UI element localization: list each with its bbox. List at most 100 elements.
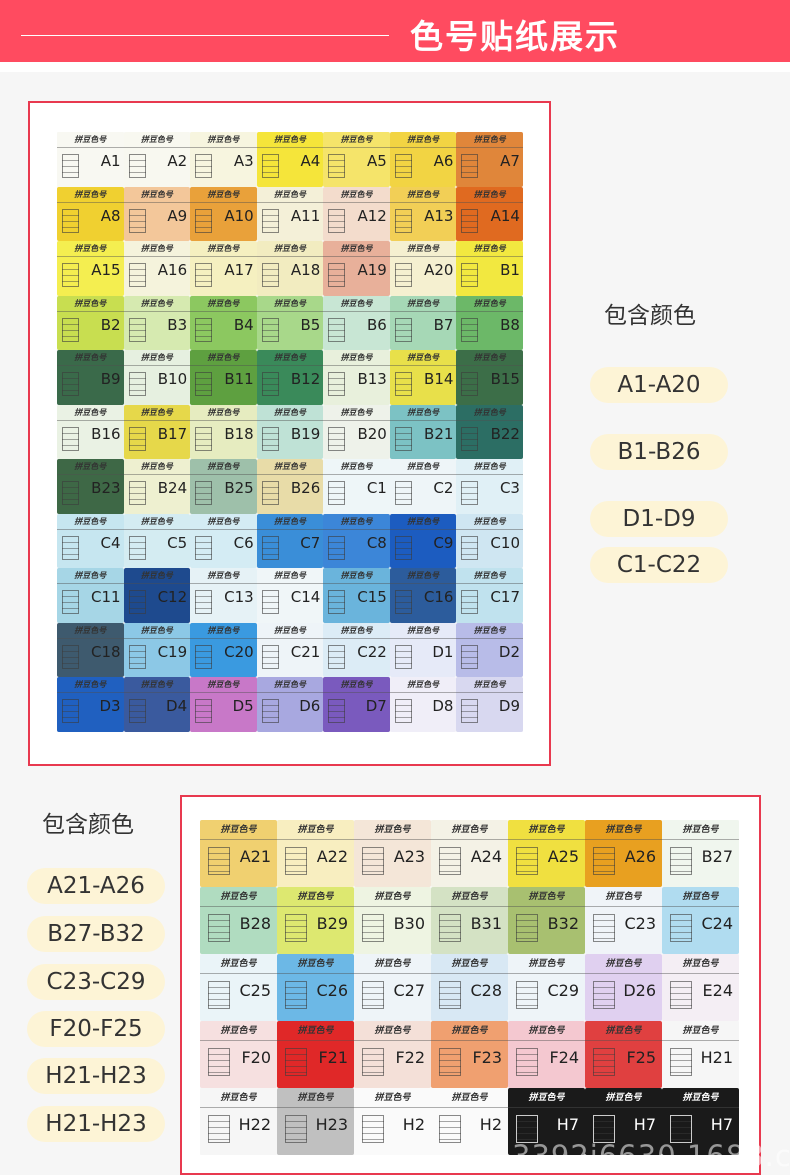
color-sticker-b18: 拼豆色号 B18 bbox=[190, 404, 257, 460]
right-range-pill: A1-A20 bbox=[590, 367, 728, 403]
sticker-divider bbox=[57, 256, 124, 258]
sticker-header: 拼豆色号 bbox=[451, 892, 488, 902]
sticker-header: 拼豆色号 bbox=[473, 516, 506, 526]
sticker-header: 拼豆色号 bbox=[207, 462, 240, 472]
sticker-header: 拼豆色号 bbox=[528, 892, 565, 902]
color-sticker-d2: 拼豆色号 D2 bbox=[456, 622, 523, 678]
color-sticker-a25: 拼豆色号 A25 bbox=[508, 820, 585, 887]
color-code: A3 bbox=[233, 152, 254, 170]
color-code: C29 bbox=[547, 981, 579, 1000]
sticker-divider bbox=[456, 637, 523, 639]
sticker-header: 拼豆色号 bbox=[297, 1026, 334, 1036]
color-code: F24 bbox=[549, 1048, 579, 1067]
sticker-header: 拼豆色号 bbox=[273, 244, 306, 254]
sticker-header: 拼豆色号 bbox=[451, 959, 488, 969]
sticker-header: 拼豆色号 bbox=[74, 353, 107, 363]
sticker-divider bbox=[190, 474, 257, 476]
color-sticker-c14: 拼豆色号 C14 bbox=[256, 568, 324, 623]
color-code: H22 bbox=[238, 1115, 271, 1134]
color-sticker-b6: 拼豆色号 B6 bbox=[323, 295, 390, 351]
color-code: B27 bbox=[701, 847, 733, 866]
sticker-header: 拼豆色号 bbox=[220, 825, 257, 835]
color-code: B16 bbox=[91, 424, 121, 443]
sticker-header: 拼豆色号 bbox=[473, 680, 506, 690]
color-sticker-c5: 拼豆色号 C5 bbox=[123, 513, 191, 569]
sticker-info-table-icon bbox=[62, 154, 79, 178]
color-sticker-c6: 拼豆色号 C6 bbox=[190, 513, 257, 569]
color-sticker-a23: 拼豆色号 A23 bbox=[354, 820, 431, 887]
color-sticker-c10: 拼豆色号 C10 bbox=[456, 513, 523, 569]
sticker-divider bbox=[431, 1040, 508, 1041]
color-sticker-d8: 拼豆色号 D8 bbox=[389, 677, 457, 732]
sticker-header: 拼豆色号 bbox=[605, 1026, 642, 1036]
color-sticker-b30: 拼豆色号 B30 bbox=[354, 887, 431, 954]
sticker-divider bbox=[57, 365, 124, 367]
sticker-divider bbox=[323, 692, 390, 694]
color-code: C26 bbox=[316, 981, 348, 1000]
color-sticker-f25: 拼豆色号 F25 bbox=[585, 1021, 662, 1088]
sticker-divider bbox=[585, 839, 662, 840]
sticker-divider bbox=[277, 973, 354, 974]
color-code: B5 bbox=[300, 315, 321, 334]
sticker-divider bbox=[123, 201, 191, 203]
sticker-divider bbox=[323, 474, 390, 476]
color-sticker-b23: 拼豆色号 B23 bbox=[57, 459, 124, 514]
color-code: A12 bbox=[357, 206, 387, 225]
sticker-divider bbox=[456, 365, 523, 367]
color-code: C28 bbox=[470, 981, 502, 1000]
left-range-pill: B27-B32 bbox=[27, 916, 165, 952]
sticker-info-table-icon bbox=[261, 481, 279, 506]
color-code: D26 bbox=[623, 981, 656, 1000]
sticker-header: 拼豆色号 bbox=[473, 135, 506, 144]
sticker-header: 拼豆色号 bbox=[473, 407, 506, 417]
sticker-info-table-icon bbox=[362, 981, 384, 1009]
color-sticker-a6: 拼豆色号 A6 bbox=[389, 132, 457, 187]
color-code: C16 bbox=[423, 588, 454, 607]
sticker-divider bbox=[57, 310, 124, 312]
sticker-header: 拼豆色号 bbox=[407, 407, 440, 417]
sticker-divider bbox=[508, 973, 585, 974]
sticker-divider bbox=[277, 839, 354, 840]
sticker-header: 拼豆色号 bbox=[140, 680, 173, 690]
color-sticker-d4: 拼豆色号 D4 bbox=[123, 677, 191, 732]
sticker-info-table-icon bbox=[328, 535, 346, 560]
color-code: C11 bbox=[91, 588, 121, 607]
banner-divider bbox=[21, 35, 389, 36]
color-code: D1 bbox=[432, 642, 454, 661]
sticker-divider bbox=[456, 692, 523, 694]
sticker-info-table-icon bbox=[670, 981, 692, 1009]
color-sticker-a21: 拼豆色号 A21 bbox=[200, 820, 277, 887]
color-code: F23 bbox=[472, 1048, 502, 1067]
sticker-header: 拼豆色号 bbox=[207, 407, 240, 417]
color-sticker-c18: 拼豆色号 C18 bbox=[57, 622, 124, 678]
color-sticker-b15: 拼豆色号 B15 bbox=[456, 350, 523, 405]
color-sticker-c8: 拼豆色号 C8 bbox=[323, 513, 390, 569]
sticker-header: 拼豆色号 bbox=[140, 462, 173, 472]
sticker-divider bbox=[277, 1107, 354, 1108]
sticker-info-table-icon bbox=[195, 263, 213, 288]
sticker-info-table-icon bbox=[195, 644, 213, 669]
sticker-divider bbox=[508, 1040, 585, 1041]
sticker-header: 拼豆色号 bbox=[207, 189, 240, 199]
color-code: B13 bbox=[357, 370, 387, 389]
color-sticker-b17: 拼豆色号 B17 bbox=[123, 404, 191, 460]
sticker-info-table-icon bbox=[516, 981, 538, 1009]
sticker-header: 拼豆色号 bbox=[340, 298, 373, 308]
sticker-info-table-icon bbox=[328, 699, 346, 724]
sticker-header: 拼豆色号 bbox=[140, 516, 173, 526]
sticker-divider bbox=[323, 583, 390, 585]
color-code: B18 bbox=[224, 424, 254, 443]
left-range-pill: F20-F25 bbox=[27, 1011, 165, 1047]
sticker-header: 拼豆色号 bbox=[682, 892, 719, 902]
color-sticker-c25: 拼豆色号 C25 bbox=[200, 954, 277, 1021]
color-code: B31 bbox=[470, 914, 502, 933]
color-code: C25 bbox=[239, 981, 271, 1000]
color-sticker-c28: 拼豆色号 C28 bbox=[431, 954, 508, 1021]
color-sticker-b28: 拼豆色号 B28 bbox=[200, 887, 277, 954]
sticker-divider bbox=[57, 637, 124, 639]
color-code: F25 bbox=[626, 1048, 656, 1067]
color-code: D5 bbox=[232, 697, 254, 716]
color-sticker-b29: 拼豆色号 B29 bbox=[277, 887, 354, 954]
sticker-info-table-icon bbox=[195, 535, 213, 560]
sticker-info-table-icon bbox=[394, 372, 412, 397]
